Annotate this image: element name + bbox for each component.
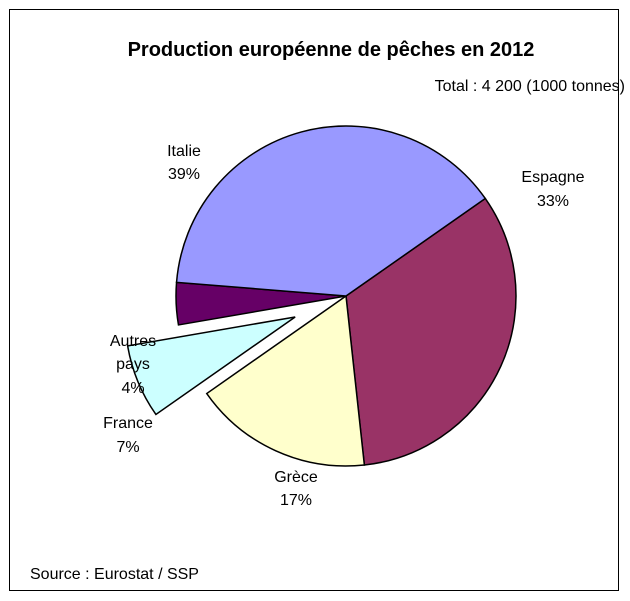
label-autres-line2: pays: [116, 356, 150, 373]
value-grece: 17%: [280, 492, 312, 509]
chart-title: Production européenne de pêches en 2012: [128, 39, 535, 61]
label-grece: Grèce: [274, 469, 318, 486]
label-france: France: [103, 415, 153, 432]
value-france: 7%: [116, 439, 139, 456]
slice-grece: [205, 294, 366, 467]
slice-espagne: [345, 197, 517, 466]
label-autres-line1: Autres: [110, 333, 156, 350]
chart-subtitle: Total : 4 200 (1000 tonnes): [435, 78, 625, 95]
pie-slices: [126, 125, 517, 467]
value-italie: 39%: [168, 166, 200, 183]
label-espagne: Espagne: [521, 169, 584, 186]
chart-source: Source : Eurostat / SSP: [30, 566, 199, 583]
value-autres: 4%: [121, 380, 144, 397]
slice-france: [126, 316, 296, 416]
label-italie: Italie: [167, 143, 201, 160]
slice-italie: [175, 125, 487, 297]
value-espagne: 33%: [537, 193, 569, 210]
